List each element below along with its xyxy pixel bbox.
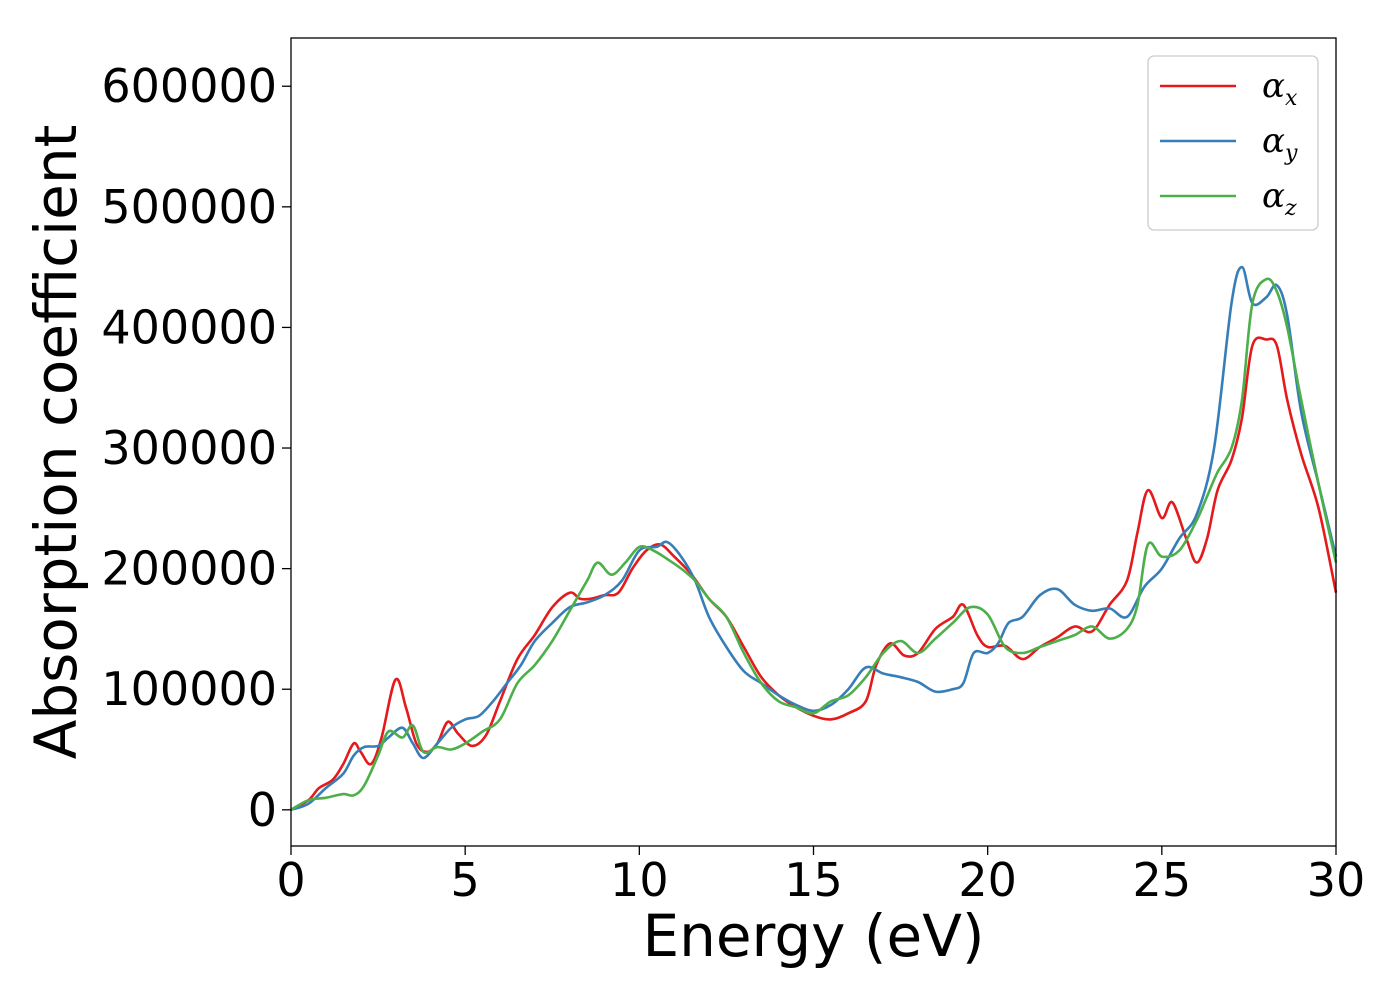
x-tick-label: 5 <box>451 853 480 907</box>
x-axis-title: Energy (eV) <box>642 902 984 970</box>
legend-label-y: αy <box>1262 121 1298 166</box>
y-tick-label: 300000 <box>101 421 277 475</box>
legend-label-z: αz <box>1262 176 1297 221</box>
legend-label-x: αx <box>1262 66 1298 111</box>
legend: αx αy αz <box>1147 55 1319 231</box>
y-axis-title: Absorption coefficient <box>22 125 90 760</box>
y-tick-label: 500000 <box>101 180 277 234</box>
ticks-layer: 0 5 10 15 20 25 30 0 100000 200000 300000 400000 500… <box>101 59 1365 907</box>
y-tick-label: 200000 <box>101 542 277 596</box>
series-line-x <box>290 336 1338 811</box>
x-tick-label: 20 <box>958 853 1017 907</box>
x-tick-label: 15 <box>784 853 843 907</box>
x-tick-label: 30 <box>1307 853 1366 907</box>
x-tick-label: 0 <box>276 853 305 907</box>
y-tick-label: 0 <box>248 783 277 837</box>
y-tick-label: 600000 <box>101 59 277 113</box>
series-layer <box>290 265 1338 812</box>
series-line-z <box>290 277 1338 811</box>
x-tick-label: 10 <box>610 853 669 907</box>
y-tick-label: 100000 <box>101 662 277 716</box>
series-line-y <box>290 265 1338 812</box>
x-tick-label: 25 <box>1133 853 1192 907</box>
legend-box <box>1147 55 1319 231</box>
y-tick-label: 400000 <box>101 300 277 354</box>
